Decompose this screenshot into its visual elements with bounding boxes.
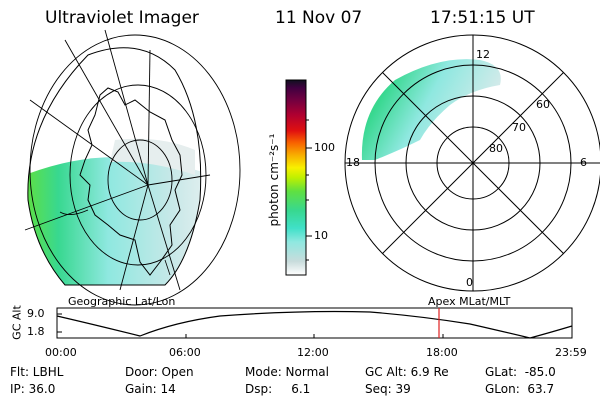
color-bar-tick-100: 100	[314, 141, 335, 154]
mode-readout: Mode: Normal	[245, 365, 329, 379]
color-bar-unit-label: photon cm⁻²s⁻¹	[267, 133, 281, 227]
gc-alt-readout: GC Alt: 6.9 Re	[365, 365, 449, 379]
gain-readout: Gain: 14	[125, 382, 176, 396]
altitude-ytick-1-8: 1.8	[27, 325, 45, 338]
altitude-curve	[56, 310, 573, 339]
polar-map-caption: Apex MLat/MLT	[428, 295, 511, 308]
filter-readout: Flt: LBHL	[10, 365, 64, 379]
observation-time: 17:51:15 UT	[430, 8, 535, 28]
observation-date: 11 Nov 07	[275, 8, 363, 28]
geographic-map	[24, 29, 241, 306]
time-tick-2359: 23:59	[555, 346, 587, 359]
meridian-line	[147, 184, 181, 291]
mlt-label-6: 6	[580, 156, 587, 169]
instrument-title: Ultraviolet Imager	[45, 8, 199, 28]
color-bar-tick-10: 10	[314, 229, 328, 242]
time-tick-0000: 00:00	[45, 346, 77, 359]
mlt-label-12: 12	[476, 48, 490, 61]
meridian-line	[119, 184, 149, 291]
meridian-line	[147, 174, 211, 186]
meridian-line	[64, 39, 149, 186]
glat-readout: GLat: -85.0	[485, 365, 556, 379]
altitude-ytick-9: 9.0	[27, 307, 45, 320]
latitude-circle	[69, 84, 207, 266]
meridian-line	[24, 184, 149, 231]
time-tick-1200: 12:00	[297, 346, 329, 359]
door-readout: Door: Open	[125, 365, 194, 379]
geo-map-caption: Geographic Lat/Lon	[68, 295, 176, 308]
color-bar	[285, 79, 312, 276]
latitude-circle	[107, 139, 173, 221]
altitude-strip	[56, 307, 573, 339]
time-tick-0600: 06:00	[169, 346, 201, 359]
polar-aurora-emission	[361, 59, 501, 160]
polar-diagonal-line	[382, 72, 564, 254]
mlat-label-70: 70	[512, 121, 526, 134]
color-bar-scale	[285, 79, 307, 276]
antarctica-coastline	[79, 87, 183, 276]
meridian-line	[29, 99, 149, 186]
meridian-line	[147, 49, 151, 186]
geo-aurora-emission	[27, 157, 201, 286]
ip-readout: IP: 36.0	[10, 382, 56, 396]
time-tick-1800: 18:00	[426, 346, 458, 359]
dsp-readout: Dsp: 6.1	[245, 382, 311, 396]
mlt-label-18: 18	[346, 156, 360, 169]
glon-readout: GLon: 63.7	[485, 382, 555, 396]
altitude-strip-frame	[56, 307, 573, 339]
mlt-label-0: 0	[466, 276, 473, 289]
seq-readout: Seq: 39	[365, 382, 411, 396]
polar-map	[344, 34, 600, 292]
altitude-ylabel: GC Alt	[10, 305, 24, 340]
mlat-label-60: 60	[536, 98, 550, 111]
mlat-label-80: 80	[489, 142, 503, 155]
latitude-circle	[29, 34, 241, 306]
meridian-line	[104, 29, 149, 186]
